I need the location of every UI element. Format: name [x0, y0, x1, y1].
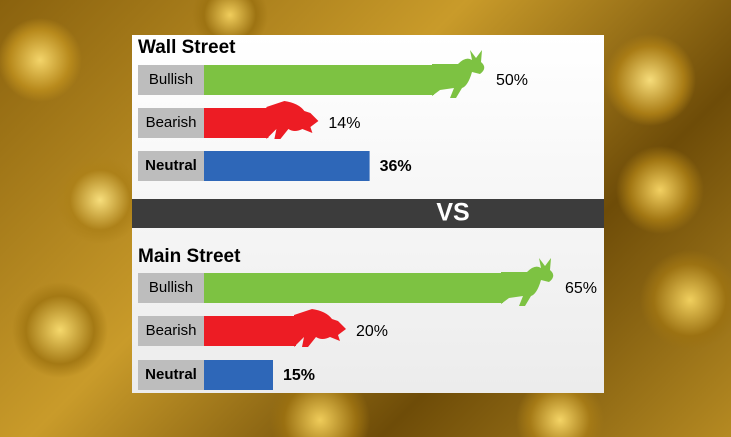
value-label: 20% — [356, 323, 388, 340]
category-box — [138, 360, 204, 390]
divider-band — [132, 199, 604, 228]
bear-icon — [294, 309, 346, 347]
category-label: Neutral — [145, 366, 197, 383]
bar — [204, 316, 296, 346]
value-label: 50% — [496, 72, 528, 89]
category-box — [138, 108, 204, 138]
category-label: Neutral — [145, 157, 197, 174]
category-box — [138, 273, 204, 303]
category-label: Bullish — [149, 71, 193, 88]
category-box — [138, 316, 204, 346]
bar — [204, 108, 269, 138]
bar — [204, 360, 273, 390]
bull-icon — [432, 50, 485, 98]
value-label: 65% — [565, 280, 597, 297]
bar — [204, 151, 370, 181]
bar — [204, 65, 434, 95]
value-label: 14% — [328, 115, 360, 132]
bear-icon — [266, 101, 319, 139]
bull-icon — [501, 258, 554, 306]
category-box — [138, 151, 204, 181]
chart-title: Main Street — [138, 246, 241, 267]
value-label: 15% — [283, 367, 315, 384]
category-label: Bullish — [149, 279, 193, 296]
category-label: Bearish — [146, 322, 197, 339]
bar — [204, 273, 503, 303]
chart-title: Wall Street — [138, 37, 236, 58]
value-label: 36% — [380, 158, 412, 175]
vs-label: VS — [436, 199, 469, 227]
category-label: Bearish — [146, 114, 197, 131]
category-box — [138, 65, 204, 95]
